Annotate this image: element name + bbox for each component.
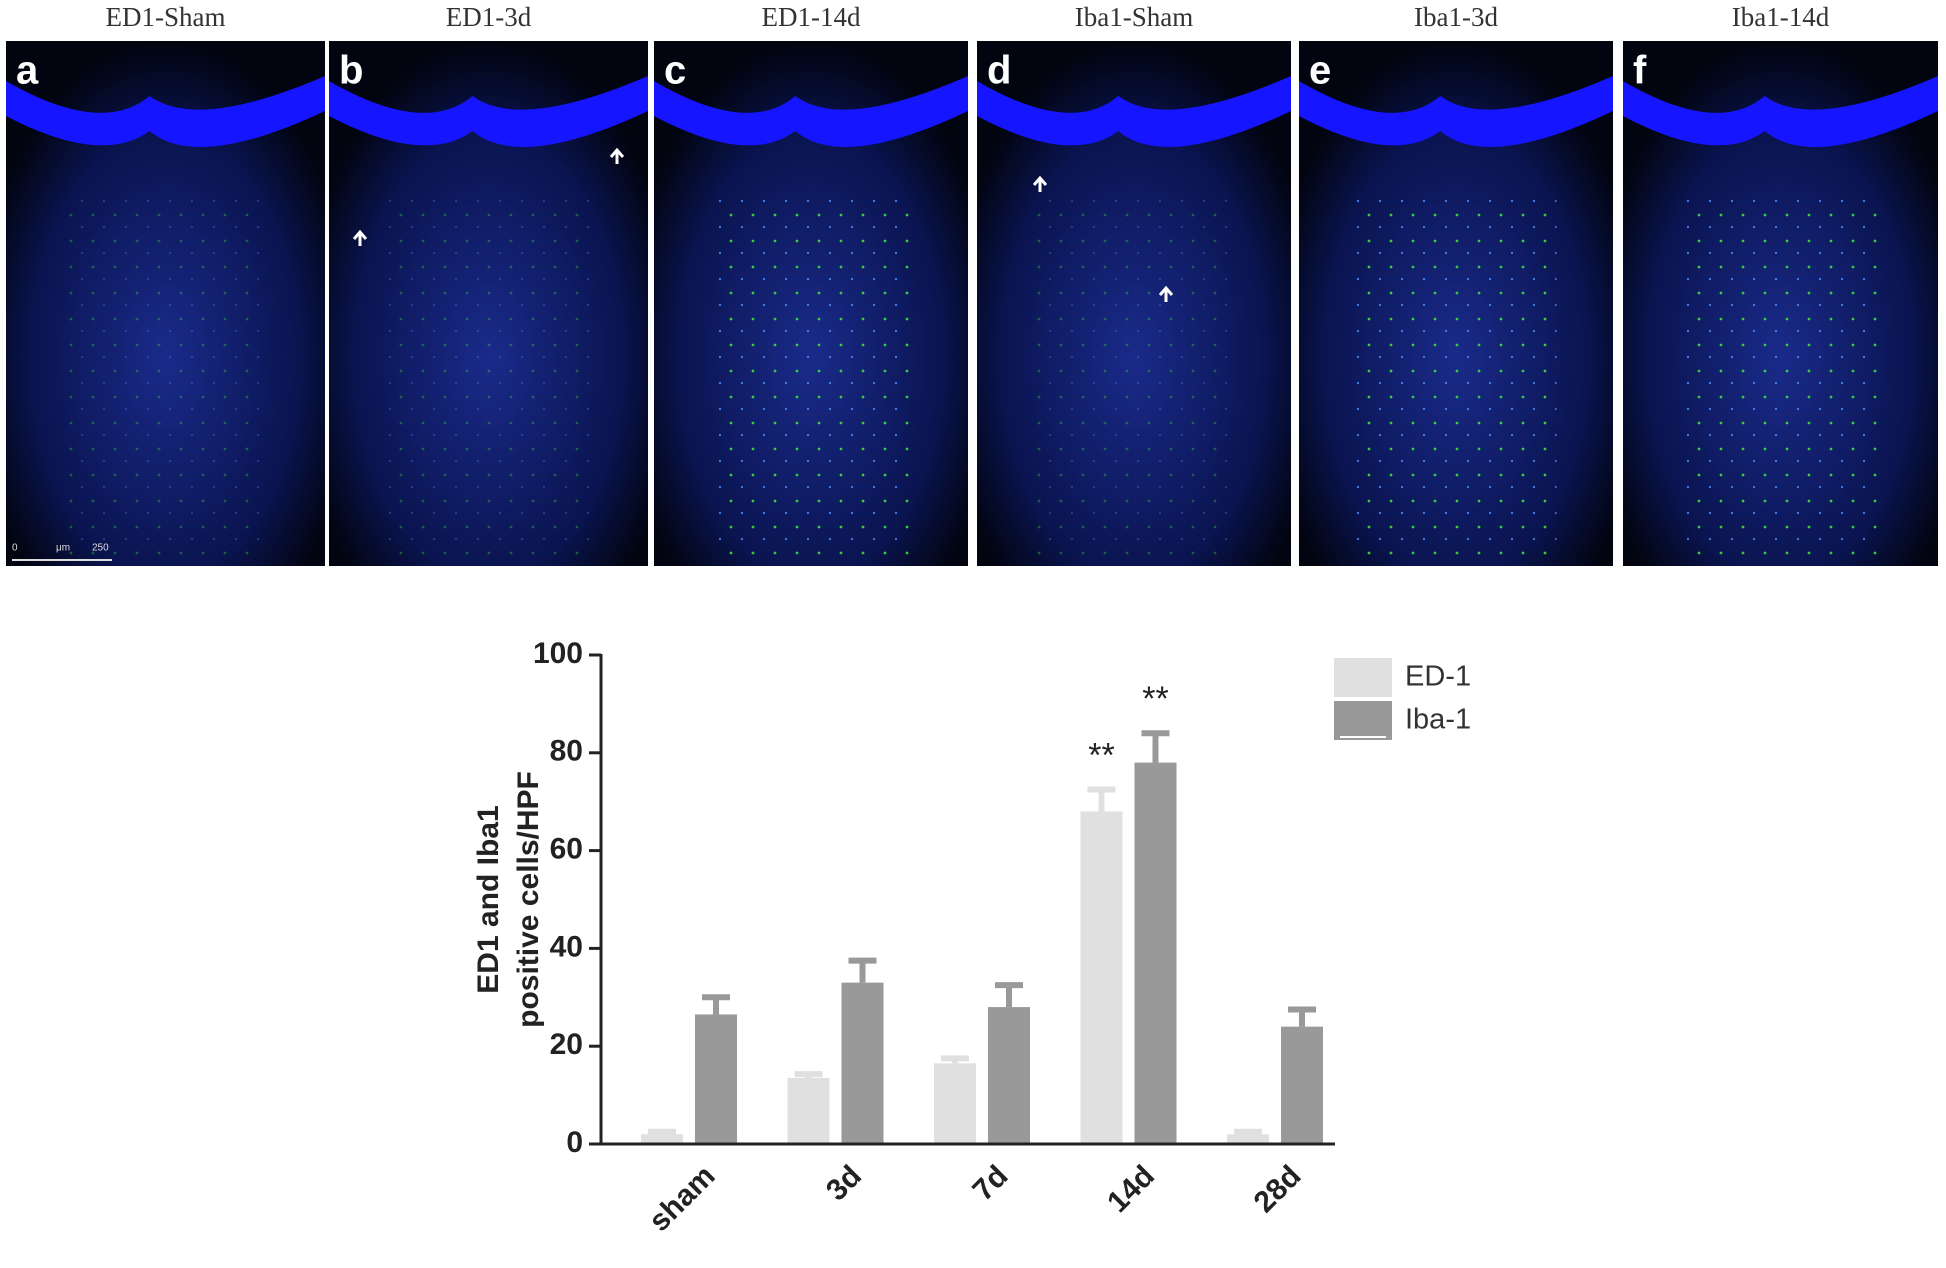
scale-unit: μm [56,543,70,554]
scale-end: 250 [92,543,109,554]
y-tick-label: 40 [550,930,583,963]
bar [1080,811,1123,1144]
y-axis-label: ED1 and Iba1 positive cells/HPF [472,771,545,1028]
x-tick-label: 3d [820,1159,868,1207]
panel-letter: c [664,49,686,93]
panel-cells [1355,191,1557,556]
bar [787,1077,830,1144]
x-tick-label: 14d [1101,1159,1161,1219]
bar [841,982,884,1144]
micrograph-panels: ED1-Sham a ED1-3d b ED1-14d c Iba1-Sham d Iba1-3… [6,2,1938,566]
panel-cells [1679,191,1882,556]
retina-band [1623,76,1938,147]
bar [934,1063,976,1144]
panel-letter: a [16,49,39,93]
panel-title: Iba1-14d [1732,2,1830,32]
panel-letter: f [1633,49,1647,93]
y-tick-label: 0 [566,1126,583,1159]
panel-cells [1033,191,1235,556]
y-tick-label: 60 [550,833,583,866]
legend-label: ED-1 [1405,661,1471,693]
panel-title: Iba1-Sham [1075,2,1193,32]
significance: ** [1142,680,1168,718]
panel-title: ED1-Sham [106,2,226,32]
x-tick-label: 7d [966,1159,1014,1207]
arrow [1032,175,1048,192]
bar [988,1007,1030,1144]
bar [1227,1134,1269,1144]
bar [641,1134,683,1144]
retina-band [977,76,1291,147]
arrow [609,147,625,164]
bar [1134,762,1177,1144]
panel-letter: d [987,49,1011,93]
panel-cells [386,191,591,556]
panel-cells [710,191,912,556]
scale-start: 0 [12,543,18,554]
panel-cells [63,191,268,556]
legend-label: Iba-1 [1405,704,1471,736]
x-tick-label: 28d [1248,1159,1308,1219]
retina-band [1299,76,1613,147]
retina-band [329,76,648,147]
y-axis-label-line: positive cells/HPF [512,771,545,1028]
arrow [352,229,368,246]
significance: ** [1088,736,1114,774]
x-tick-label: sham [643,1159,722,1238]
retina-band [6,76,325,147]
y-tick-label: 20 [550,1028,583,1061]
y-axis-label-line: ED1 and Iba1 [472,805,505,993]
y-tick-label: 100 [533,637,583,670]
panel-title: Iba1-3d [1414,2,1498,32]
bar [695,1014,737,1144]
bar [1281,1026,1323,1144]
legend-swatch [1334,658,1392,697]
panel-letter: e [1309,49,1331,93]
y-tick-label: 80 [550,735,583,768]
retina-band [654,76,968,147]
panel-title: ED1-14d [762,2,861,32]
legend-swatch [1334,701,1392,740]
panel-letter: b [339,49,363,93]
bar-chart: 0 20 40 60 80 100 ED1 and Iba1 positive cells/H… [472,637,1471,1238]
panel-title: ED1-3d [446,2,532,32]
arrow [1158,285,1174,302]
